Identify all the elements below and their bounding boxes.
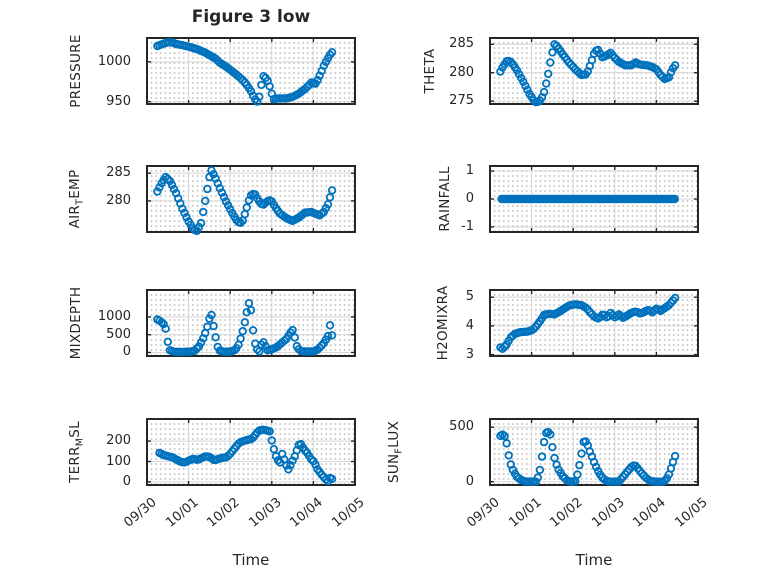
- grid-lines: [147, 419, 355, 485]
- subplot-mixdepth: MIXDEPTH 0 500 1000: [68, 287, 356, 359]
- scatter-series: [153, 38, 337, 106]
- axes-frame: [146, 37, 356, 105]
- y-tick-label: 200: [106, 433, 131, 449]
- axes-box: [489, 418, 699, 486]
- y-axis-label: SUNFLUX: [385, 420, 405, 484]
- tick-marks: [489, 166, 699, 232]
- plot-area: [489, 37, 699, 107]
- axes-box: [489, 165, 699, 233]
- y-tick-label: 3: [465, 346, 474, 362]
- x-tick-label: 10/02: [547, 495, 586, 531]
- y-tick-label: -1: [461, 218, 474, 234]
- y-tick-label: 285: [449, 36, 474, 52]
- y-tick-label: 0: [122, 344, 131, 360]
- y-tick-label: 280: [106, 192, 131, 208]
- axes-box: [146, 165, 356, 236]
- grid-lines: [490, 290, 698, 356]
- grid-lines: [147, 166, 355, 232]
- x-tick-label: 10/01: [162, 495, 202, 531]
- y-tick-labels: 280 285: [89, 165, 139, 232]
- x-tick-labels: 09/30 10/01 10/02 10/03 10/04 10/05: [121, 485, 367, 545]
- subplot-terr-msl: TERRMSL 0 100 200 09/30 10/01 10/02 10/03 10/0…: [67, 418, 368, 531]
- axes-frame: [146, 165, 356, 233]
- y-tick-label: 4: [465, 317, 474, 333]
- scatter-series: [153, 166, 337, 236]
- y-tick-label: 1000: [97, 308, 131, 324]
- axes-box: [146, 37, 356, 106]
- tick-marks: [146, 419, 356, 485]
- x-tick-label: 10/03: [589, 495, 628, 531]
- axes-frame: [489, 289, 699, 357]
- axes-box: [489, 37, 699, 107]
- axes-frame: [489, 37, 699, 105]
- grid-lines: [147, 38, 355, 104]
- scatter-series: [155, 425, 337, 486]
- y-tick-label: 0: [465, 473, 474, 489]
- y-tick-label: 100: [106, 453, 131, 469]
- y-tick-label: 0: [122, 473, 131, 489]
- x-tick-label: 10/01: [505, 495, 545, 531]
- plot-area: [146, 37, 356, 106]
- tick-marks: [489, 290, 699, 356]
- axes-box: [146, 289, 356, 357]
- x-tick-label: 10/05: [329, 495, 368, 531]
- tick-marks: [146, 166, 356, 232]
- plot-area: [489, 289, 699, 357]
- scatter-series: [496, 427, 680, 486]
- x-axis-title: Time: [575, 551, 613, 569]
- x-tick-labels: 09/30 10/01 10/02 10/03 10/04 10/05: [464, 485, 710, 545]
- y-tick-labels: 3 4 5: [432, 289, 482, 361]
- subplot-air-temp: AIRTEMP 280 285: [67, 165, 356, 236]
- plot-area: [489, 418, 699, 486]
- axes-frame: [489, 418, 699, 486]
- subplot-sun-flux: SUNFLUX 0 500 09/30 10/01 10/02 10/03 10/04 10…: [386, 418, 711, 531]
- scatter-series: [153, 298, 337, 357]
- plot-area: [146, 165, 356, 236]
- x-tick-label: 10/05: [672, 495, 711, 531]
- y-tick-label: 280: [449, 64, 474, 80]
- y-tick-label: 285: [106, 165, 131, 181]
- y-tick-label: 1000: [97, 53, 131, 69]
- axes-frame: [146, 289, 356, 357]
- x-axis-title: Time: [232, 551, 270, 569]
- y-tick-label: 500: [106, 326, 131, 342]
- x-tick-label: 10/04: [630, 495, 670, 531]
- y-tick-label: 1: [465, 163, 474, 179]
- axes-frame: [146, 418, 356, 486]
- scatter-series: [496, 293, 680, 353]
- x-tick-label: 09/30: [464, 495, 503, 531]
- scatter-series: [497, 194, 679, 204]
- subplot-theta: THETA 275 280 285: [422, 36, 699, 108]
- y-tick-label: 500: [449, 419, 474, 435]
- subplot-rainfall: RAINFALL -1 0 1: [437, 163, 699, 234]
- tick-marks: [489, 38, 699, 104]
- x-tick-label: 10/04: [287, 495, 327, 531]
- plot-area: [146, 289, 356, 357]
- axes-box: [489, 289, 699, 357]
- plot-area: [146, 418, 356, 486]
- y-tick-label: 950: [106, 93, 131, 109]
- scatter-series: [496, 40, 680, 107]
- y-tick-label: 275: [449, 93, 474, 109]
- axes-box: [146, 418, 356, 486]
- figure-title: Figure 3 low: [191, 7, 311, 27]
- y-tick-labels: 0 500 1000: [89, 290, 139, 359]
- y-tick-labels: 0 100 200: [89, 419, 139, 489]
- y-tick-label: 5: [465, 289, 474, 305]
- x-tick-label: 10/03: [246, 495, 285, 531]
- subplot-pressure: PRESSURE 950 1000: [68, 34, 356, 109]
- y-tick-labels: 950 1000: [89, 38, 139, 109]
- y-tick-labels: 275 280 285: [432, 36, 482, 108]
- y-tick-label: 0: [465, 191, 474, 206]
- y-tick-labels: -1 0 1: [432, 163, 482, 234]
- plot-area: [489, 165, 699, 233]
- x-tick-label: 09/30: [121, 495, 160, 531]
- x-tick-label: 10/02: [204, 495, 243, 531]
- y-tick-labels: 0 500: [432, 419, 482, 489]
